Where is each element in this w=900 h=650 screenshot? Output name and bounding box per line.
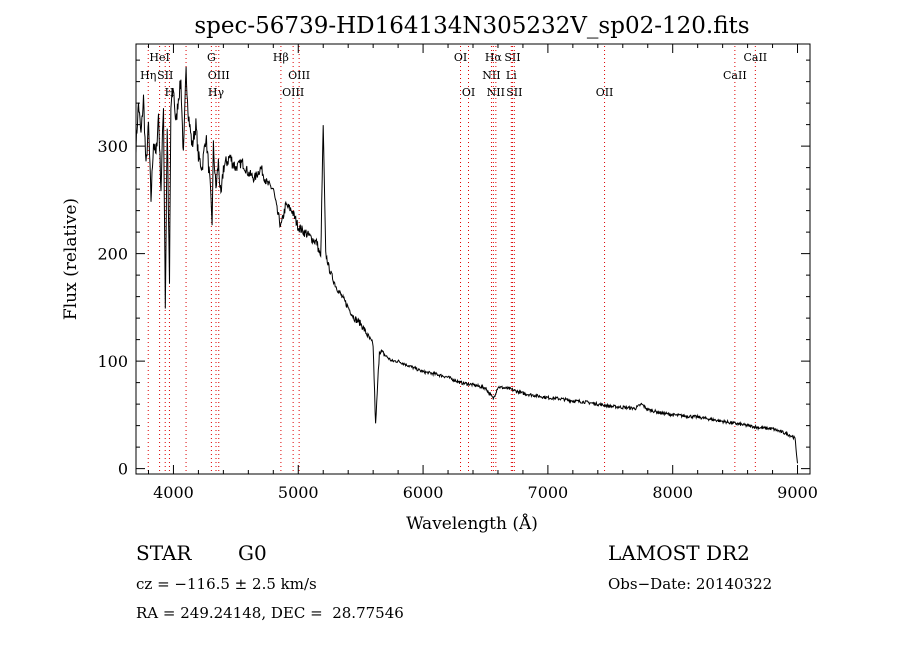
line-marker-label-20: CaII [723,69,747,82]
plot-frame [135,43,811,475]
line-marker-label-8: Hβ [273,51,289,64]
sky-coordinates: RA = 249.24148, DEC = 28.77546 [136,604,404,622]
axis-ticks: 4000 5000 6000 7000 8000 9000 0 100 200 300 [97,44,818,502]
y-tick-label-0: 0 [118,460,128,479]
line-marker-label-16: Li [506,69,517,82]
line-marker-label-9: OIII [282,86,304,99]
y-tick-label-2: 200 [97,245,128,264]
line-marker-label-21: CaII [743,51,767,64]
x-tick-label-1: 5000 [278,483,319,502]
y-tick-label-1: 100 [97,352,128,371]
line-marker-label-11: OI [454,51,467,64]
line-marker-label-10: OIII [288,69,310,82]
x-tick-label-2: 6000 [403,483,444,502]
spectrum-line [135,66,798,464]
observation-date: Obs−Date: 20140322 [608,575,773,593]
line-marker-label-18: SII [506,86,522,99]
line-marker-label-19: OII [596,86,614,99]
y-tick-label-3: 300 [97,137,128,156]
x-tick-label-5: 9000 [777,483,818,502]
line-marker-label-3: H [165,86,175,99]
line-marker-label-0: Hη [140,69,156,82]
line-marker-label-13: NII [482,69,500,82]
line-marker-label-1: HeI [149,51,169,64]
line-marker-label-15: NII [487,86,505,99]
line-marker-label-2: SII [157,69,173,82]
chart-title: spec-56739-HD164134N305232V_sp02-120.fit… [194,13,749,39]
object-subclass: G0 [238,541,267,565]
x-tick-label-4: 8000 [652,483,693,502]
line-marker-label-5: G [207,51,216,64]
line-marker-label-6: Hγ [208,86,225,99]
x-tick-label-3: 7000 [528,483,569,502]
y-axis-label: Flux (relative) [61,198,81,320]
line-marker-label-7: OIII [208,69,230,82]
line-marker-label-14: Hα [485,51,503,64]
x-tick-label-0: 4000 [153,483,194,502]
line-marker-label-17: SII [504,51,520,64]
line-marker-label-12: OI [462,86,475,99]
object-class: STAR [136,541,192,565]
emission-line-markers: HηHeISIIHGHγOIIIHβOIIIOIIIOIOINIIHαNIILi… [140,46,767,474]
x-axis-label: Wavelength (Å) [406,513,538,534]
redshift-velocity: cz = −116.5 ± 2.5 km/s [136,575,317,593]
survey-name: LAMOST DR2 [608,541,750,565]
